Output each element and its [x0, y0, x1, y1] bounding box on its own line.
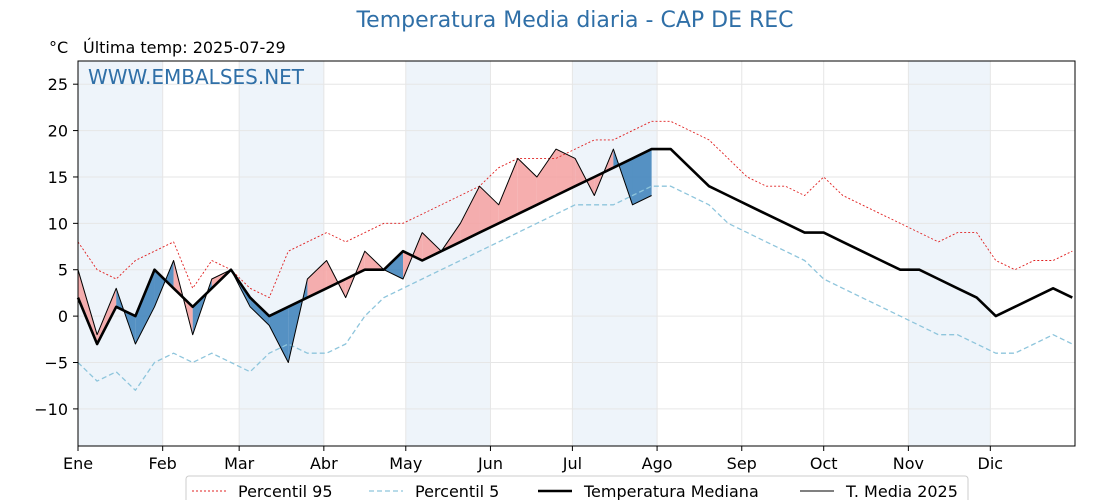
- fill-below-median: [269, 306, 289, 363]
- x-tick-label: Nov: [893, 454, 924, 473]
- plot-frame: [77, 60, 1076, 447]
- series-line-temperatura-mediana: [76, 147, 1073, 346]
- month-band: [908, 61, 991, 446]
- y-tick-label: 5: [58, 261, 68, 280]
- legend-label: T. Media 2025: [845, 482, 958, 500]
- x-tick-label: Abr: [310, 454, 338, 473]
- x-axis: Ene Feb Mar Abr May Jun Jul Ago Sep Oct Nov Dic: [63, 446, 1003, 473]
- chart-title: Temperatura Media diaria - CAP DE REC: [356, 8, 794, 33]
- legend: Percentil 95 Percentil 5 Temperatura Media…: [185, 475, 969, 500]
- fill-below-median: [250, 297, 270, 326]
- fill-above-median: [97, 288, 117, 344]
- grid-lines: [77, 61, 1075, 446]
- x-tick-label: May: [389, 454, 422, 473]
- series-line-percentil-5: [77, 185, 1073, 391]
- y-tick-label: 25: [48, 75, 68, 94]
- series-line-t-media-2025: [77, 148, 652, 363]
- x-tick-label: Sep: [727, 454, 757, 473]
- watermark: WWW.EMBALSES.NET: [88, 65, 305, 89]
- fill-above-median: [536, 149, 557, 205]
- y-tick-label: 15: [48, 168, 68, 187]
- x-tick-label: Feb: [149, 454, 177, 473]
- legend-label: Temperatura Mediana: [583, 482, 759, 500]
- x-tick-label: Jun: [477, 454, 503, 473]
- fill-above-median: [556, 149, 576, 196]
- x-tick-label: Ene: [63, 454, 93, 473]
- legend-label: Percentil 95: [238, 482, 333, 500]
- fill-above-median: [498, 158, 518, 224]
- unit-label: °C: [49, 38, 69, 57]
- y-tick-label: 10: [48, 214, 68, 233]
- series-lines: [76, 120, 1073, 391]
- x-tick-label: Jul: [562, 454, 582, 473]
- y-tick-label: 0: [58, 307, 68, 326]
- y-tick-label: −5: [44, 354, 68, 373]
- anomaly-fills: [78, 149, 652, 363]
- fill-above-median: [307, 260, 327, 298]
- x-tick-label: Mar: [224, 454, 255, 473]
- series-line-percentil-95: [77, 120, 1073, 299]
- fill-below-median: [135, 269, 155, 344]
- x-tick-label: Oct: [810, 454, 838, 473]
- fill-above-median: [78, 269, 98, 344]
- legend-box: [185, 475, 969, 500]
- month-bands: [78, 61, 991, 446]
- y-tick-label: 20: [48, 122, 68, 141]
- fill-below-median: [632, 149, 652, 205]
- x-tick-label: Dic: [978, 454, 1004, 473]
- y-axis: −10 −5 0 5 10 15 20 25: [34, 75, 78, 419]
- x-tick-label: Ago: [642, 454, 673, 473]
- last-temp-label: Última temp: 2025-07-29: [83, 38, 286, 57]
- legend-label: Percentil 5: [415, 482, 499, 500]
- y-tick-label: −10: [34, 400, 68, 419]
- month-band: [572, 61, 658, 446]
- fill-above-median: [479, 186, 499, 233]
- fill-above-median: [460, 186, 480, 242]
- month-band: [78, 61, 163, 446]
- month-band: [239, 61, 324, 446]
